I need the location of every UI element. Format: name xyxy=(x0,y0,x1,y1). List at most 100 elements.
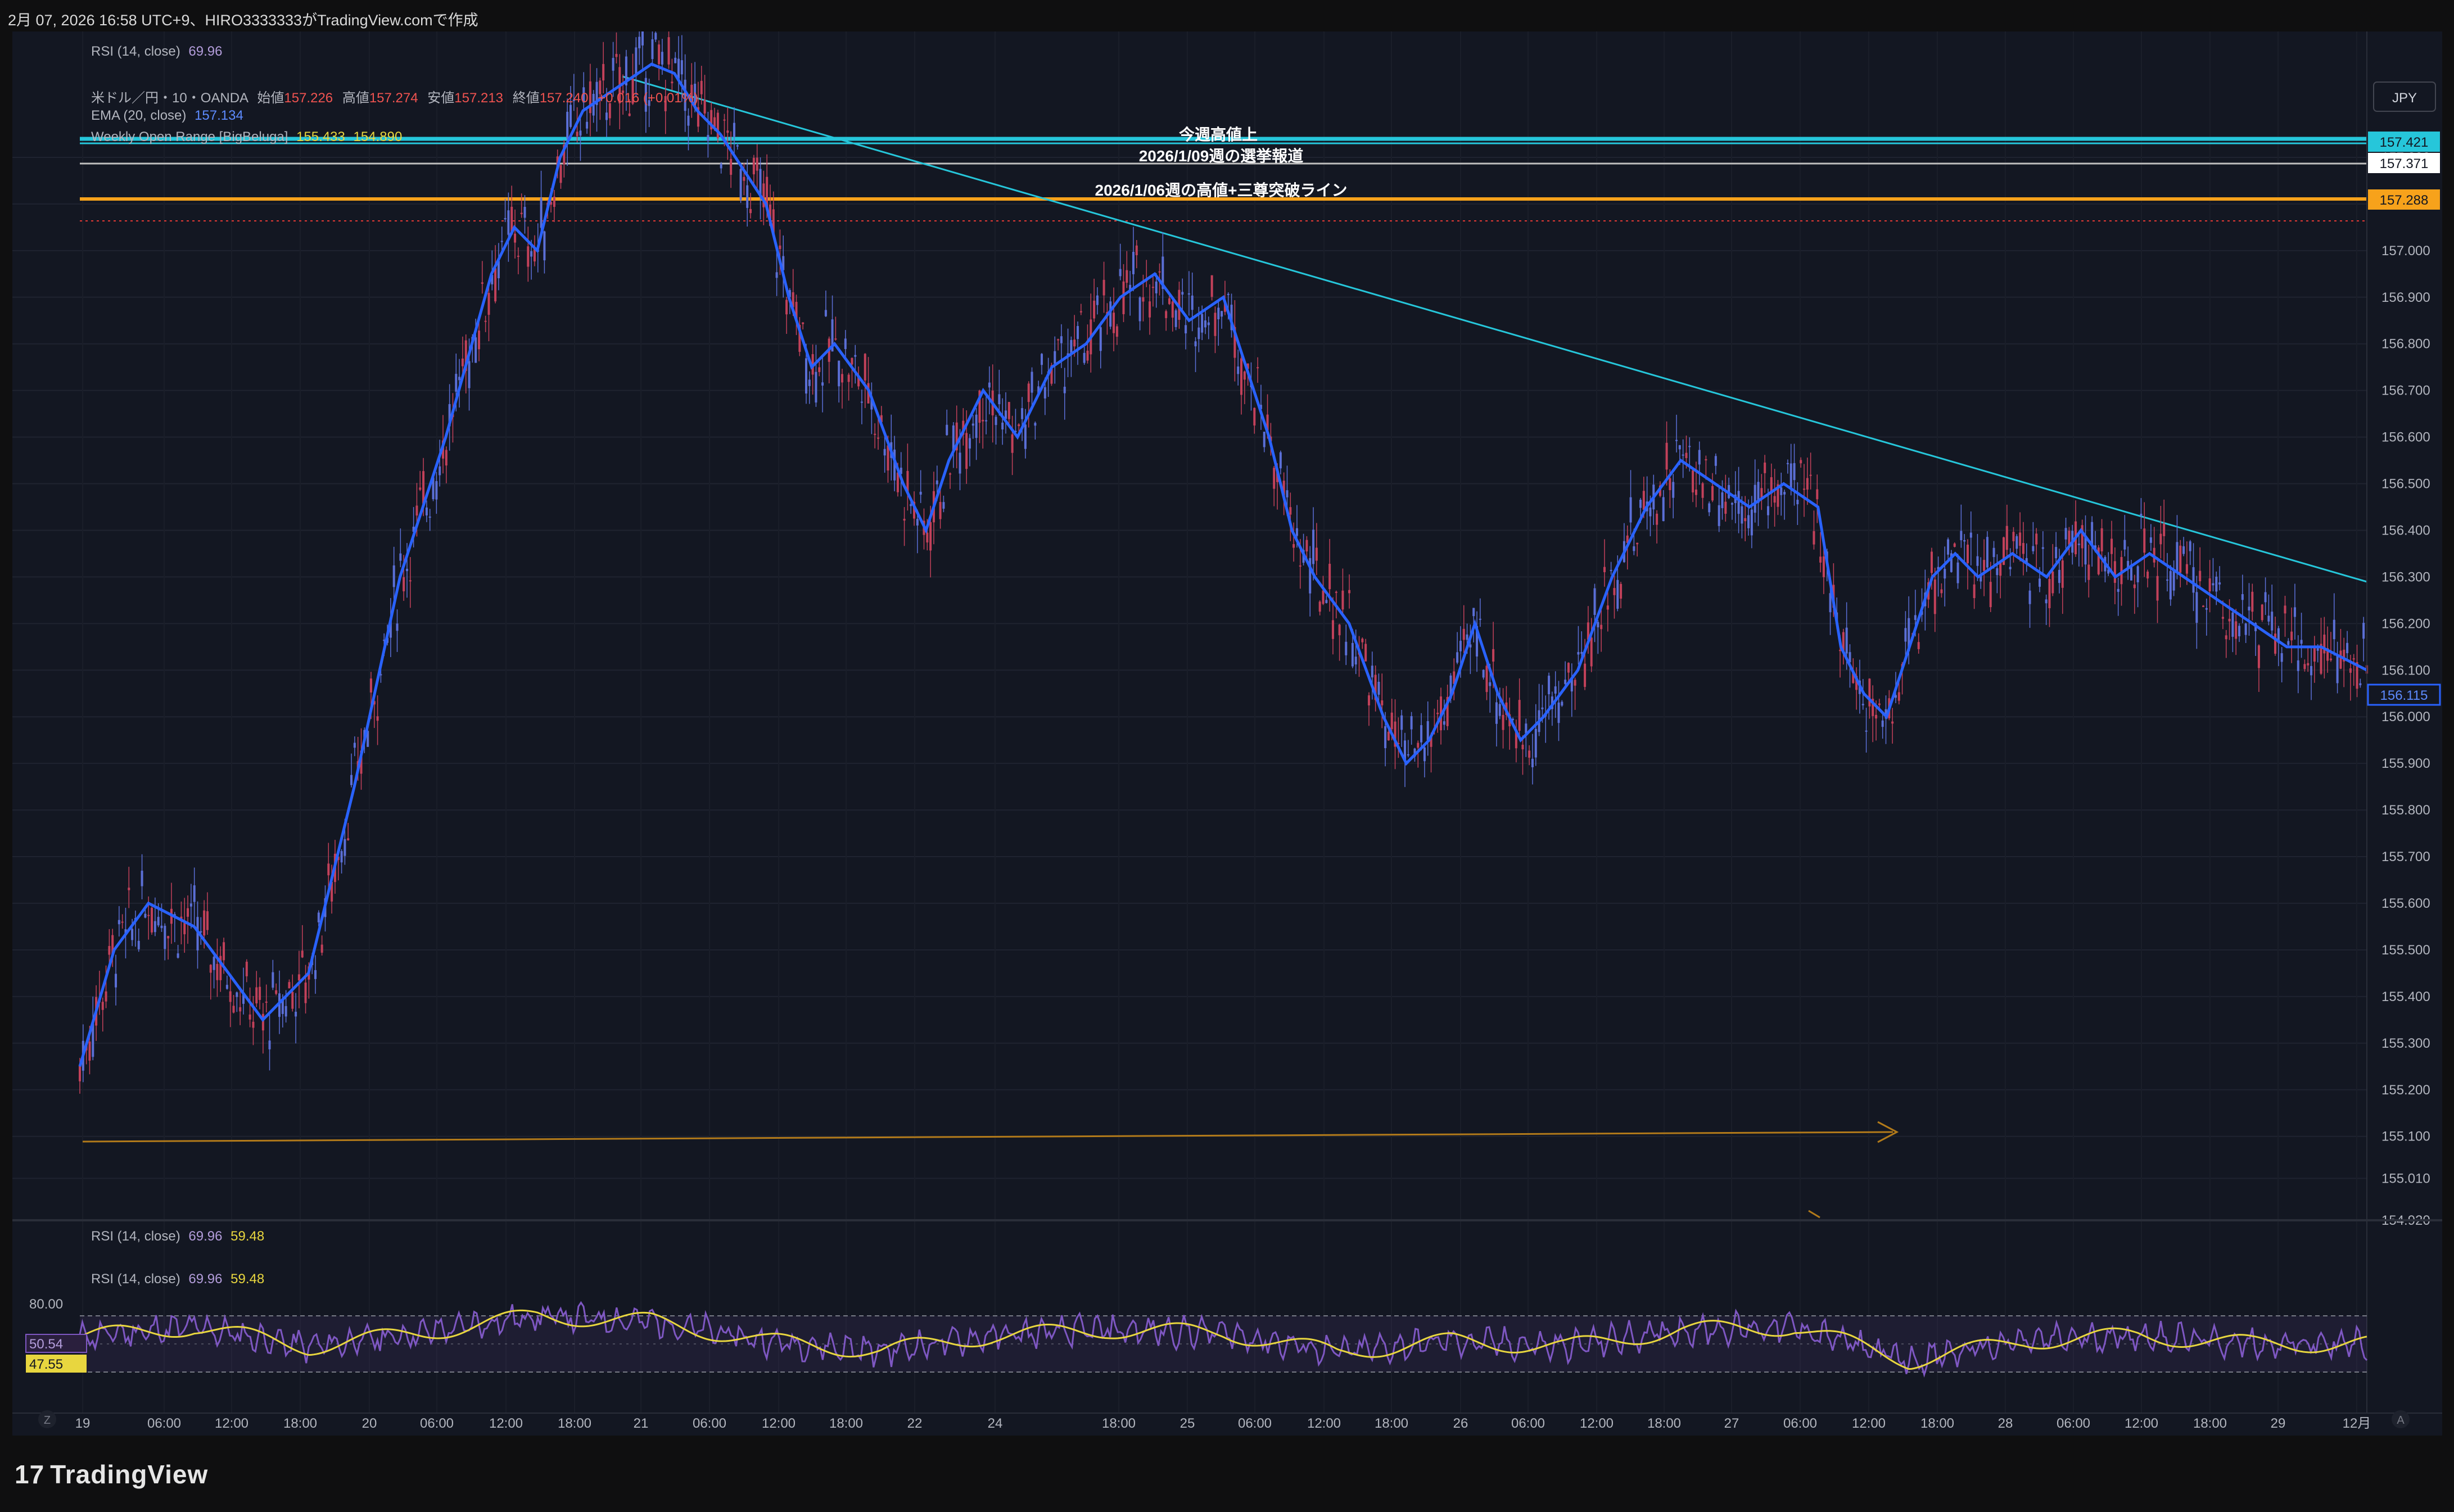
candle-body xyxy=(448,404,451,427)
time-axis[interactable]: 19 06:00 12:00 18:00 20 06:00 12:00 18:00 21 06:0… xyxy=(75,1416,2371,1431)
candle-body xyxy=(2117,588,2119,592)
candle-body xyxy=(425,507,428,515)
candle-body xyxy=(1174,310,1177,327)
legend-ema[interactable]: EMA (20, close) 157.134 xyxy=(91,108,243,124)
candle-body xyxy=(2025,558,2028,563)
candle-body xyxy=(775,272,778,278)
candle-body xyxy=(870,396,873,410)
legend-top-rsi-label: RSI (14, close) xyxy=(91,44,180,59)
rsi-ma-line[interactable] xyxy=(79,1309,2367,1370)
candle-body xyxy=(971,423,974,426)
candle-body xyxy=(1626,535,1629,544)
candle-body xyxy=(304,983,307,1003)
price-tick-label: 156.300 xyxy=(2381,569,2430,585)
candle-body xyxy=(1489,682,1492,686)
candle-body xyxy=(847,374,850,382)
candle-body xyxy=(1636,542,1639,545)
tradingview-logo-icon: 17 xyxy=(15,1460,45,1489)
time-tick-label: 18:00 xyxy=(2193,1416,2227,1431)
candle-body xyxy=(1570,678,1573,692)
legend-ema-label: EMA (20, close) xyxy=(91,108,187,123)
candle-body xyxy=(151,908,153,932)
rsi-legend-2-label: RSI (14, close) xyxy=(91,1271,180,1287)
candle-body xyxy=(1747,515,1750,528)
candle-body xyxy=(2176,542,2179,572)
legend-top-rsi[interactable]: RSI (14, close) 69.96 xyxy=(91,44,222,60)
axis-corner-left[interactable] xyxy=(38,1410,56,1428)
candle-body xyxy=(2039,578,2041,587)
candle-body xyxy=(1528,750,1531,758)
candle-body xyxy=(1678,445,1681,450)
candle-body xyxy=(2343,649,2345,662)
candle-body xyxy=(229,991,232,1002)
candle-body xyxy=(435,481,438,500)
arrow-line[interactable] xyxy=(82,1131,1893,1143)
candle-body xyxy=(1472,608,1475,617)
time-tick-label: 06:00 xyxy=(1238,1416,1272,1431)
candle-body xyxy=(1777,484,1779,507)
candle-body xyxy=(949,473,952,475)
candle-body xyxy=(864,354,866,381)
legend-high-value: 157.274 xyxy=(369,90,418,106)
candle-body xyxy=(759,169,762,197)
rsi-legend-2[interactable]: RSI (14, close) 69.96 59.48 xyxy=(91,1271,264,1287)
chart-panel[interactable]: 今週高値上 2026/1/09週の選挙報道 2026/1/06週の高値+三尊突破… xyxy=(12,6,2442,1436)
candle-body xyxy=(487,293,490,315)
trend-line[interactable] xyxy=(622,75,2367,583)
candle-body xyxy=(1230,305,1233,331)
time-tick-label: 12:00 xyxy=(762,1416,796,1431)
candle-body xyxy=(1891,721,1894,724)
candle-body xyxy=(795,302,798,319)
candle-body xyxy=(1086,350,1089,361)
candle-body xyxy=(1207,322,1210,325)
candle-body xyxy=(641,26,644,46)
price-badge-white xyxy=(2368,153,2440,173)
rsi-axis-top: 80.00 xyxy=(29,1297,63,1312)
candle-body xyxy=(1518,700,1521,731)
ema-line[interactable] xyxy=(78,62,2368,1067)
candle-body xyxy=(1384,726,1387,749)
legend-symbol[interactable]: 米ドル／円・10・OANDA 始値157.226 高値157.274 安値157… xyxy=(91,87,698,106)
candle-body xyxy=(785,300,788,315)
candle-body xyxy=(1348,590,1351,594)
axis-corner-right[interactable] xyxy=(2392,1410,2410,1428)
time-tick-label: 18:00 xyxy=(1647,1416,1681,1431)
price-tick-label: 155.700 xyxy=(2381,849,2430,864)
candle-body xyxy=(1345,641,1348,655)
candle-body xyxy=(255,987,258,1004)
candle-body xyxy=(291,992,294,1009)
candle-body xyxy=(867,383,870,404)
candle-body xyxy=(281,998,284,1014)
candle-body xyxy=(782,256,785,270)
candle-body xyxy=(631,78,634,104)
rsi-legend-1[interactable]: RSI (14, close) 69.96 59.48 xyxy=(91,1229,264,1244)
candle-body xyxy=(196,917,199,950)
candle-body xyxy=(743,176,745,181)
candle-body xyxy=(638,37,641,48)
candle-body xyxy=(1394,721,1397,747)
annotation-breakout: 2026/1/06週の高値+三尊突破ライン xyxy=(1095,181,1348,199)
candle-body xyxy=(1963,540,1966,542)
time-tick-label: 18:00 xyxy=(283,1416,317,1431)
candle-body xyxy=(1872,699,1874,716)
time-tick-label: 24 xyxy=(988,1416,1003,1431)
time-tick-label: 28 xyxy=(1998,1416,2013,1431)
candle-body xyxy=(935,480,938,485)
candle-body xyxy=(955,422,958,451)
legend-wor[interactable]: Weekly Open Range [BigBeluga] 155.433 15… xyxy=(91,129,402,145)
candle-body xyxy=(1730,503,1733,505)
currency-badge[interactable] xyxy=(2373,82,2436,112)
candle-body xyxy=(1574,680,1576,686)
price-axis[interactable]: 157.200157.100157.000156.900156.800156.7… xyxy=(2381,150,2430,1228)
chart-svg[interactable]: 今週高値上 2026/1/09週の選挙報道 2026/1/06週の高値+三尊突破… xyxy=(12,6,2442,1436)
rsi-line[interactable] xyxy=(79,1301,2368,1378)
tradingview-logo[interactable]: 17 TradingView xyxy=(15,1459,208,1490)
candle-body xyxy=(187,908,189,917)
candle-body xyxy=(1999,562,2002,576)
annotation-election: 2026/1/09週の選挙報道 xyxy=(1139,147,1304,165)
candle-body xyxy=(2212,583,2215,586)
candle-body xyxy=(189,903,192,907)
candle-body xyxy=(422,471,425,504)
candle-body xyxy=(88,1041,91,1061)
candle-body xyxy=(2146,571,2149,579)
